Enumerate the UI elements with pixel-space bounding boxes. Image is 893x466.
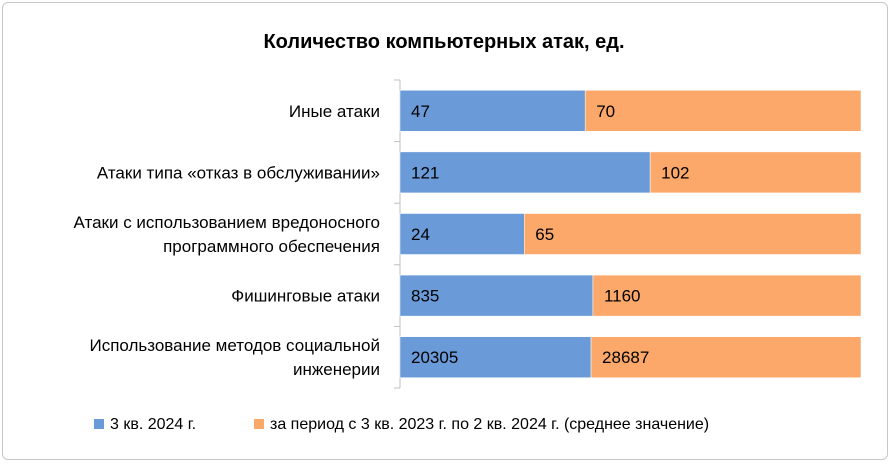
data-label-current-2: 24	[411, 225, 430, 244]
category-label-4-1: инженерии	[293, 360, 380, 379]
category-label-1-0: Атаки типа «отказ в обслуживании»	[97, 163, 380, 182]
bar-current-0	[399, 90, 586, 132]
bar-group-current: 47	[399, 90, 586, 132]
category-label-2-1: программного обеспечения	[163, 237, 380, 256]
bar-current-1	[399, 151, 651, 194]
bar-group-average: 28687	[590, 336, 862, 378]
legend-label-current: 3 кв. 2024 г.	[110, 416, 196, 433]
bar-average-4	[590, 336, 862, 378]
data-label-average-3: 1160	[604, 287, 641, 306]
category-axis	[394, 79, 401, 389]
category-label-2-0: Атаки с использованием вредоносного	[74, 213, 380, 232]
data-label-current-0: 47	[411, 102, 430, 121]
category-label-3-0: Фишинговые атаки	[231, 287, 380, 306]
chart-title: Количество компьютерных атак, ед.	[263, 31, 624, 53]
bar-group-current: 24	[399, 213, 525, 255]
bar-average-1	[649, 151, 862, 194]
data-label-average-2: 65	[535, 225, 554, 244]
bar-group-current: 121	[399, 151, 651, 194]
bar-group-current: 20305	[399, 336, 592, 378]
category-label-4-0: Использование методов социальной	[89, 336, 380, 355]
bars: 47 70 121 102 24 65 835 1160 20305 28687	[399, 90, 862, 378]
legend-swatch-average	[254, 419, 264, 429]
data-label-current-3: 835	[411, 287, 439, 306]
legend-swatch-current	[94, 419, 104, 429]
data-label-average-1: 102	[661, 163, 689, 182]
bar-current-3	[399, 274, 594, 317]
data-label-average-0: 70	[596, 102, 615, 121]
bar-group-average: 70	[584, 90, 862, 132]
bar-group-average: 65	[524, 213, 862, 255]
category-labels: Иные атаки Атаки типа «отказ в обслуживан…	[74, 102, 380, 379]
bar-average-0	[584, 90, 862, 132]
bar-average-3	[592, 274, 862, 317]
data-label-current-1: 121	[411, 163, 439, 182]
bar-group-average: 102	[649, 151, 862, 194]
category-label-0-0: Иные атаки	[289, 102, 380, 121]
bar-average-2	[524, 213, 862, 255]
bar-group-current: 835	[399, 274, 594, 317]
data-label-current-4: 20305	[411, 348, 458, 367]
bar-current-4	[399, 336, 592, 378]
legend: 3 кв. 2024 г. за период с 3 кв. 2023 г. п…	[94, 416, 709, 433]
legend-label-average: за период с 3 кв. 2023 г. по 2 кв. 2024 …	[270, 416, 709, 433]
bar-current-2	[399, 213, 525, 255]
data-label-average-4: 28687	[602, 348, 649, 367]
bar-group-average: 1160	[592, 274, 862, 317]
